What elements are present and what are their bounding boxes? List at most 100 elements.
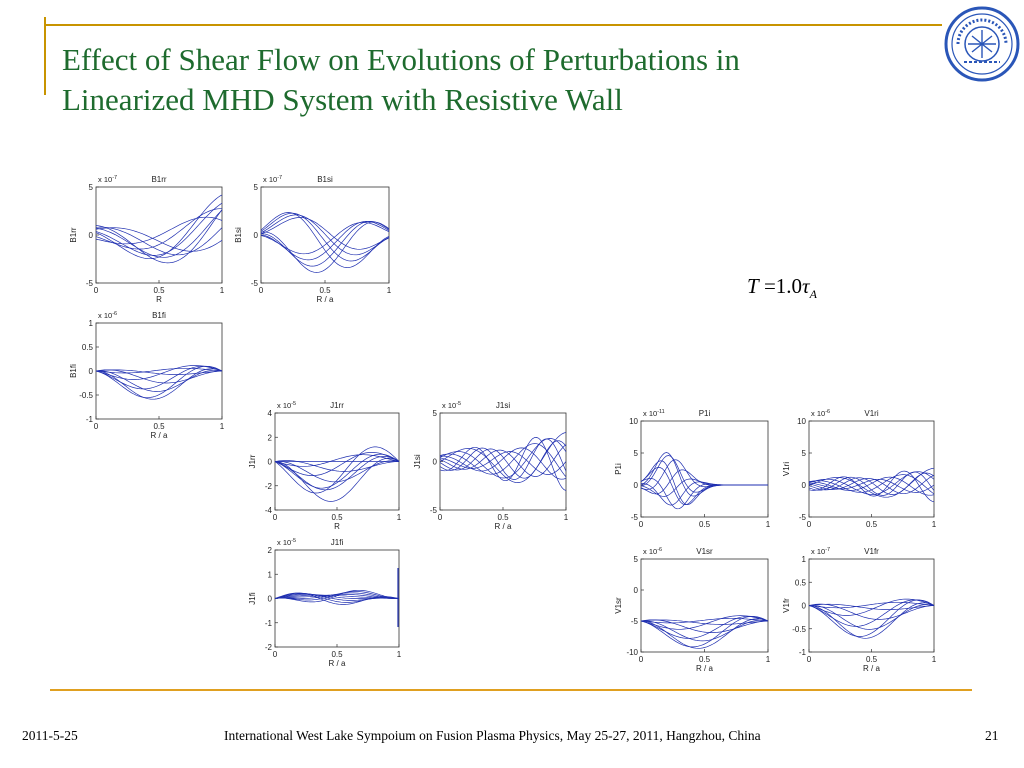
plot-title: P1i <box>699 409 711 418</box>
exponent-power: -11 <box>657 409 665 415</box>
series-curve <box>260 217 390 250</box>
y-tick-label: 1 <box>89 319 94 328</box>
exponent-power: -6 <box>657 547 662 553</box>
series-curve <box>260 220 390 267</box>
y-tick-label: -0.5 <box>792 625 806 634</box>
series-curve <box>95 365 223 399</box>
x-tick-label: 1 <box>766 520 771 529</box>
footer-date: 2011-5-25 <box>22 728 78 743</box>
axis-exponent-label: x 10-11 <box>643 409 665 418</box>
plot-title: V1sr <box>696 547 713 556</box>
axis-exponent-label: x 10-6 <box>98 311 117 320</box>
x-tick-label: 1 <box>220 286 225 295</box>
series-curve <box>439 447 567 480</box>
y-axis-label: P1i <box>614 463 623 475</box>
exponent-power: -7 <box>277 175 282 181</box>
y-tick-label: 2 <box>268 433 273 442</box>
series-curve <box>95 368 223 400</box>
x-tick-label: 1 <box>932 655 937 664</box>
y-axis-label: J1fi <box>248 592 257 605</box>
y-tick-label: -1 <box>86 415 94 424</box>
series-curve <box>95 216 223 245</box>
plot-frame <box>808 420 935 518</box>
exponent-base: x 10 <box>263 175 277 184</box>
exponent-power: -6 <box>112 311 117 317</box>
x-tick-label: 0 <box>639 655 644 664</box>
plot-title: J1rr <box>330 401 344 410</box>
series-curve <box>808 470 935 503</box>
x-tick-label: 0.5 <box>699 655 711 664</box>
x-tick-label: 0 <box>273 650 278 659</box>
series-curve <box>640 460 768 505</box>
x-tick-label: 0 <box>807 520 812 529</box>
equation-lhs: T <box>747 274 759 298</box>
plot-frame <box>95 186 223 284</box>
x-tick-label: 0.5 <box>331 650 343 659</box>
x-tick-label: 0 <box>807 655 812 664</box>
y-tick-label: 0 <box>254 231 259 240</box>
y-tick-label: 4 <box>268 409 273 418</box>
title-line-2: Linearized MHD System with Resistive Wal… <box>62 82 623 117</box>
x-tick-label: 0.5 <box>866 655 878 664</box>
exponent-power: -5 <box>291 401 296 407</box>
equation-subscript: A <box>809 287 817 301</box>
axis-exponent-label: x 10-5 <box>277 401 296 410</box>
exponent-power: -5 <box>291 538 296 544</box>
slide-title: Effect of Shear Flow on Evolutions of Pe… <box>62 40 932 120</box>
series-curve <box>640 616 769 648</box>
x-tick-label: 1 <box>932 520 937 529</box>
y-axis-label: B1si <box>234 227 243 243</box>
series-curve <box>95 202 223 256</box>
y-tick-label: -5 <box>631 617 639 626</box>
series-curve <box>640 619 769 642</box>
y-axis-label: B1fi <box>69 364 78 378</box>
y-tick-label: 1 <box>802 555 807 564</box>
series-curve <box>274 453 400 489</box>
exponent-base: x 10 <box>277 401 291 410</box>
y-tick-label: -5 <box>86 279 94 288</box>
plot-title: V1ri <box>864 409 878 418</box>
series-curve <box>808 598 935 616</box>
series-curve <box>640 619 769 633</box>
y-tick-label: 5 <box>634 449 639 458</box>
series-curve <box>274 452 400 476</box>
plot-frame <box>640 420 769 518</box>
x-tick-label: 0.5 <box>866 520 878 529</box>
series-curve <box>640 467 768 506</box>
y-tick-label: 0 <box>268 595 273 604</box>
exponent-power: -7 <box>112 175 117 181</box>
series-curve <box>95 365 223 390</box>
series-curve <box>260 212 390 268</box>
y-tick-label: 2 <box>268 546 273 555</box>
x-axis-label: R / a <box>329 659 346 668</box>
y-tick-label: 5 <box>89 183 94 192</box>
x-tick-label: 1 <box>220 422 225 431</box>
series-curve <box>808 474 935 495</box>
equation-tau: τ <box>802 274 810 298</box>
plot-title: J1fi <box>331 538 344 547</box>
x-tick-label: 0 <box>639 520 644 529</box>
axis-exponent-label: x 10-7 <box>98 175 117 184</box>
y-tick-label: 0 <box>89 367 94 376</box>
series-curve <box>274 446 400 494</box>
series-curve <box>439 440 567 479</box>
plot-frame <box>95 322 223 420</box>
exponent-power: -6 <box>825 409 830 415</box>
exponent-base: x 10 <box>277 538 291 547</box>
series-curve <box>808 603 935 620</box>
series-curve <box>274 592 400 605</box>
accent-vertical-rule <box>44 17 46 95</box>
x-tick-label: 1 <box>387 286 392 295</box>
series-curve <box>808 602 935 639</box>
y-tick-label: 0 <box>433 458 438 467</box>
axis-exponent-label: x 10-6 <box>643 547 662 556</box>
series-curve <box>808 601 935 609</box>
y-tick-label: 0.5 <box>82 343 94 352</box>
axis-exponent-label: x 10-6 <box>811 409 830 418</box>
x-tick-label: 1 <box>766 655 771 664</box>
x-axis-label: R <box>334 522 340 531</box>
